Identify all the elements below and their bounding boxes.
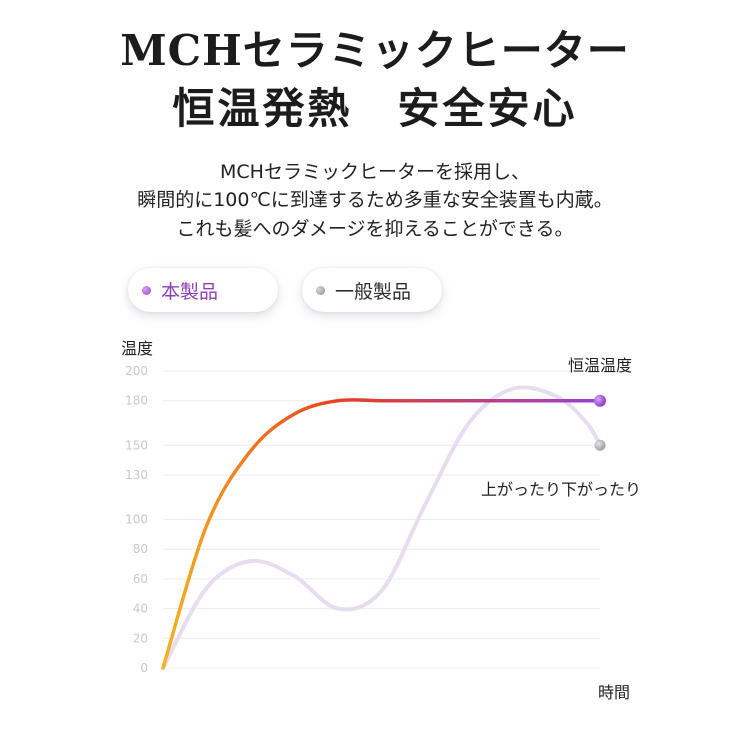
y-axis-label: 温度 xyxy=(121,339,153,358)
legend-general-dot-icon xyxy=(316,285,325,295)
description-line1: MCHセラミックヒーターを採用し、 xyxy=(220,161,530,183)
grid-lines xyxy=(163,370,600,669)
series-layer xyxy=(161,385,606,670)
series-end-point-general xyxy=(594,439,606,451)
legend-product-label: 本製品 xyxy=(161,280,219,303)
y-tick-label-80: 80 xyxy=(133,542,148,556)
y-tick-label-130: 130 xyxy=(125,468,148,482)
y-tick-label-150: 150 xyxy=(125,438,148,452)
page-title-line1: MCHセラミックヒーター xyxy=(120,26,630,75)
annotation-constant-temp: 恒温温度 xyxy=(568,356,632,375)
y-tick-label-20: 20 xyxy=(133,631,148,645)
x-axis-label: 時間 xyxy=(598,683,630,702)
legend-general-label: 一般製品 xyxy=(335,280,412,303)
annotation-fluctuating: 上がったり下がったり xyxy=(481,480,641,499)
y-tick-label-60: 60 xyxy=(133,572,148,586)
description-line2: 瞬間的に100℃に到達するため多重な安全装置も内蔵。 xyxy=(137,189,613,211)
y-tick-label-180: 180 xyxy=(125,394,148,408)
legend-product-dot-icon xyxy=(142,285,151,295)
y-tick-label-200: 200 xyxy=(125,364,148,378)
legend-general: 一般製品 xyxy=(302,268,442,312)
series-line-product xyxy=(161,397,602,670)
series-line-general xyxy=(161,385,602,670)
description-line3: これも髪へのダメージを抑えることができる。 xyxy=(176,218,574,240)
legend-product: 本製品 xyxy=(128,268,278,312)
y-tick-label-100: 100 xyxy=(125,513,148,527)
series-end-point-product xyxy=(594,394,606,407)
y-tick-label-0: 0 xyxy=(140,661,148,675)
y-tick-label-40: 40 xyxy=(133,602,148,616)
y-tick-labels: 0 20 40 60 80 100 130 150 180 200 xyxy=(125,364,148,675)
page-title-line2: 恒温発熱 安全安心 xyxy=(172,84,578,133)
